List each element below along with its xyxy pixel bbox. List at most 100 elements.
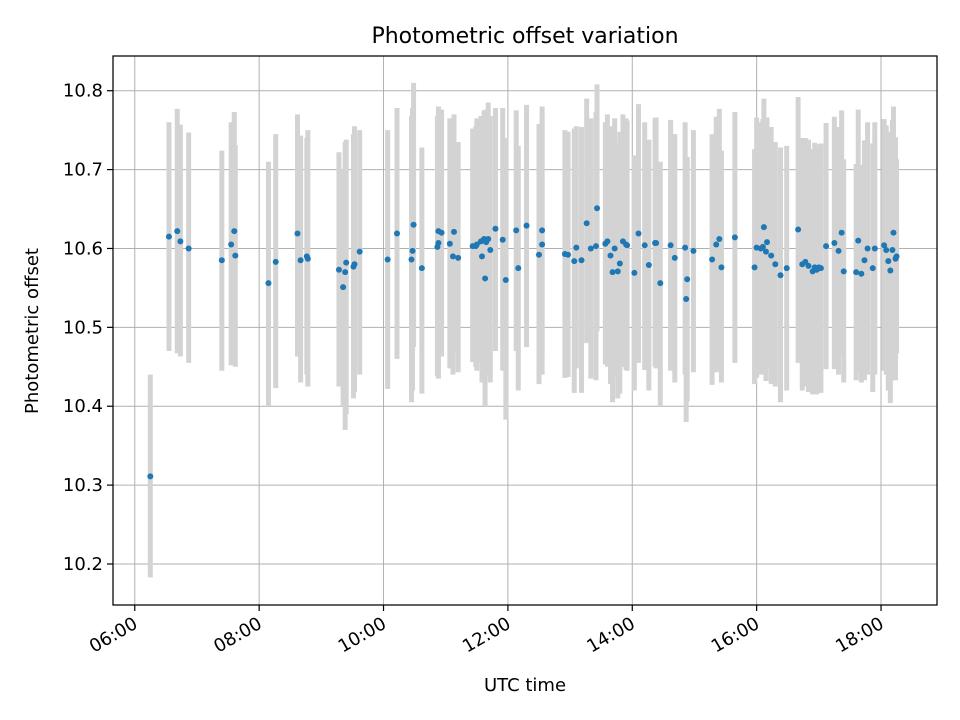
data-point: [535, 251, 542, 258]
data-point: [356, 248, 363, 255]
data-point: [751, 264, 758, 271]
data-point: [594, 205, 601, 212]
data-point: [502, 277, 509, 284]
data-point: [218, 257, 225, 264]
data-point: [713, 241, 720, 248]
data-point: [831, 239, 838, 246]
data-point: [858, 270, 865, 277]
data-point: [571, 258, 578, 265]
data-point: [635, 230, 642, 237]
data-point: [435, 239, 442, 246]
data-point: [645, 262, 652, 269]
data-point: [174, 228, 181, 235]
data-point: [451, 228, 458, 235]
data-point: [455, 254, 462, 261]
data-point: [499, 236, 506, 243]
data-point: [539, 227, 546, 234]
data-point: [731, 234, 738, 241]
data-point: [583, 220, 590, 227]
data-point: [823, 243, 830, 250]
data-point: [351, 261, 358, 268]
y-tick-label: 10.7: [63, 160, 103, 181]
data-point: [855, 237, 862, 244]
data-point: [487, 247, 494, 254]
y-tick-label: 10.5: [63, 317, 103, 338]
data-point: [614, 268, 621, 275]
data-point: [482, 275, 489, 282]
data-point: [297, 257, 304, 264]
data-point: [667, 242, 674, 249]
data-point: [653, 239, 660, 246]
data-point: [835, 247, 842, 254]
data-point: [641, 242, 648, 249]
data-point: [446, 240, 453, 247]
data-point: [228, 241, 235, 248]
data-point: [607, 252, 614, 259]
data-point: [869, 265, 876, 272]
data-point: [185, 245, 192, 252]
y-tick-label: 10.2: [63, 554, 103, 575]
data-point: [232, 252, 239, 259]
data-point: [709, 256, 716, 263]
data-point: [759, 243, 766, 250]
data-point: [573, 244, 580, 251]
data-point: [889, 247, 896, 254]
data-point: [682, 244, 689, 251]
data-point: [772, 261, 779, 268]
data-point: [438, 229, 445, 236]
data-point: [410, 221, 417, 228]
data-point: [304, 255, 311, 262]
data-point: [760, 224, 767, 231]
data-point: [883, 247, 890, 254]
data-point: [592, 243, 599, 250]
data-point: [515, 265, 522, 272]
data-point: [838, 229, 845, 236]
data-point: [853, 269, 860, 276]
data-point: [478, 253, 485, 260]
data-point: [718, 264, 725, 271]
data-point: [764, 239, 771, 246]
data-point: [631, 269, 638, 276]
data-point: [587, 245, 594, 252]
data-point: [485, 236, 492, 242]
y-axis-label: Photometric offset: [22, 248, 43, 414]
data-point: [893, 253, 900, 260]
data-point: [294, 230, 301, 237]
data-point: [616, 260, 623, 267]
data-point: [393, 230, 400, 237]
data-point: [817, 265, 824, 272]
data-point: [147, 473, 154, 480]
data-point: [609, 269, 616, 276]
y-tick-label: 10.6: [63, 238, 103, 259]
data-point: [890, 229, 897, 236]
data-point: [335, 266, 342, 273]
data-point: [611, 245, 618, 252]
data-point: [473, 241, 480, 248]
data-point: [409, 247, 416, 254]
data-point: [885, 258, 892, 265]
data-point: [384, 256, 391, 263]
data-point: [671, 254, 678, 261]
data-point: [881, 242, 888, 249]
data-point: [449, 253, 456, 260]
plot-frame: [112, 55, 938, 606]
data-point: [492, 225, 499, 232]
data-point: [578, 257, 585, 264]
data-point: [231, 228, 238, 235]
data-point: [864, 245, 871, 252]
data-point: [342, 269, 349, 276]
data-point: [165, 233, 172, 240]
data-point: [795, 226, 802, 233]
data-point: [624, 242, 631, 249]
data-point: [871, 245, 878, 252]
y-tick-label: 10.8: [63, 81, 103, 102]
data-point: [768, 252, 775, 259]
data-point: [762, 248, 769, 255]
data-point: [343, 259, 350, 266]
data-point: [861, 257, 868, 264]
data-point: [683, 295, 690, 302]
y-tick-label: 10.3: [63, 475, 103, 496]
data-point: [783, 265, 790, 272]
chart-title: Photometric offset variation: [371, 24, 678, 49]
